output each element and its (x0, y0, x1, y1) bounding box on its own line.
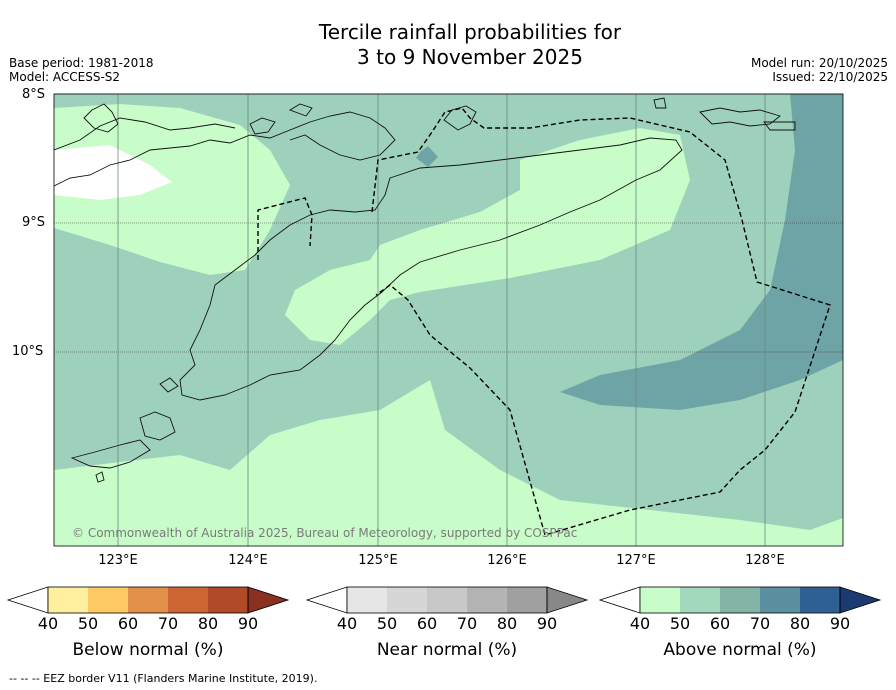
coastlines (54, 97, 796, 483)
colorbar-tick-label: 60 (709, 614, 731, 633)
colorbar-min-extend (6, 586, 49, 614)
zone-above-40-central (285, 128, 690, 345)
colorbar-min-extend (598, 586, 641, 614)
colorbar-segment (680, 587, 720, 613)
title-line-2: 3 to 9 November 2025 (357, 45, 583, 69)
colorbar-segment (760, 587, 800, 613)
lon-label-128e: 128°E (745, 553, 785, 568)
colorbar-tick-label: 50 (376, 614, 398, 633)
map-frame (53, 93, 844, 547)
lat-label-8s: 8°S (22, 87, 46, 102)
colorbar-frame (346, 586, 548, 614)
colorbar-segment (347, 587, 387, 613)
colorbar-segment (168, 587, 208, 613)
colorbar-below (6, 586, 290, 614)
colorbar-title-below: Below normal (%) (72, 640, 224, 660)
lat-label-10s: 10°S (12, 344, 44, 359)
colorbar-segment (640, 587, 680, 613)
colorbar-segment (427, 587, 467, 613)
colorbar-tick-label: 60 (416, 614, 438, 633)
colorbar-tick-label: 40 (37, 614, 59, 633)
colorbar-max-extend (247, 586, 290, 614)
colorbar-max-extend (546, 586, 589, 614)
lat-label-9s: 9°S (22, 215, 46, 230)
colorbar-segment (208, 587, 248, 613)
map-title: Tercile rainfall probabilities for 3 to … (0, 20, 896, 70)
colorbar-tick-label: 40 (336, 614, 358, 633)
colorbar-segment (128, 587, 168, 613)
colorbar-segment (48, 587, 88, 613)
lon-label-123e: 123°E (98, 553, 138, 568)
colorbar-max-extend (839, 586, 882, 614)
colorbars (6, 586, 882, 614)
lon-gridlines (117, 94, 766, 546)
colorbar-tick-label: 70 (157, 614, 179, 633)
lon-label-125e: 125°E (358, 553, 398, 568)
colorbar-tick-label: 50 (669, 614, 691, 633)
colorbar-segment (467, 587, 507, 613)
colorbar-tick-label: 80 (789, 614, 811, 633)
lon-label-127e: 127°E (616, 553, 656, 568)
colorbar-tick-label: 70 (749, 614, 771, 633)
title-line-1: Tercile rainfall probabilities for (318, 20, 622, 44)
zone-above-60-east (560, 94, 843, 410)
lon-label-126e: 126°E (487, 553, 527, 568)
colorbar-tick-label: 80 (197, 614, 219, 633)
colorbar-tick-label: 70 (456, 614, 478, 633)
zone-above-40-south (54, 380, 843, 546)
colorbar-above (598, 586, 882, 614)
colorbar-title-above: Above normal (%) (663, 640, 817, 660)
model-run: Model run: 20/10/2025 (750, 56, 888, 70)
colorbar-title-near: Near normal (%) (376, 640, 518, 660)
colorbar-tick-label: 40 (629, 614, 651, 633)
eez-footnote: -- -- -- EEZ border V11 (Flanders Marine… (9, 672, 318, 685)
colorbar-segment (800, 587, 840, 613)
colorbar-tick-label: 50 (77, 614, 99, 633)
model-name: Model: ACCESS-S2 (9, 70, 121, 84)
zone-above-60-small (416, 146, 438, 167)
meta-left: Base period: 1981-2018 Model: ACCESS-S2 (9, 56, 154, 84)
zone-no-signal (54, 145, 172, 200)
colorbar-segment (720, 587, 760, 613)
colorbar-min-extend (305, 586, 348, 614)
colorbar-frame (639, 586, 841, 614)
lon-label-124e: 124°E (228, 553, 268, 568)
base-period: Base period: 1981-2018 (9, 56, 154, 70)
copyright-notice: © Commonwealth of Australia 2025, Bureau… (72, 526, 578, 540)
colorbar-segment (387, 587, 427, 613)
colorbar-frame (47, 586, 249, 614)
colorbar-tick-label: 90 (829, 614, 851, 633)
colorbar-segment (507, 587, 547, 613)
issued-date: Issued: 22/10/2025 (772, 70, 888, 84)
meta-right: Model run: 20/10/2025 Issued: 22/10/2025 (751, 56, 888, 84)
colorbar-tick-label: 80 (496, 614, 518, 633)
colorbar-tick-label: 90 (237, 614, 259, 633)
eez-border (257, 107, 831, 536)
colorbar-tick-label: 90 (536, 614, 558, 633)
colorbar-near (305, 586, 589, 614)
colorbar-tick-label: 60 (117, 614, 139, 633)
colorbar-segment (88, 587, 128, 613)
probability-field (54, 94, 843, 546)
